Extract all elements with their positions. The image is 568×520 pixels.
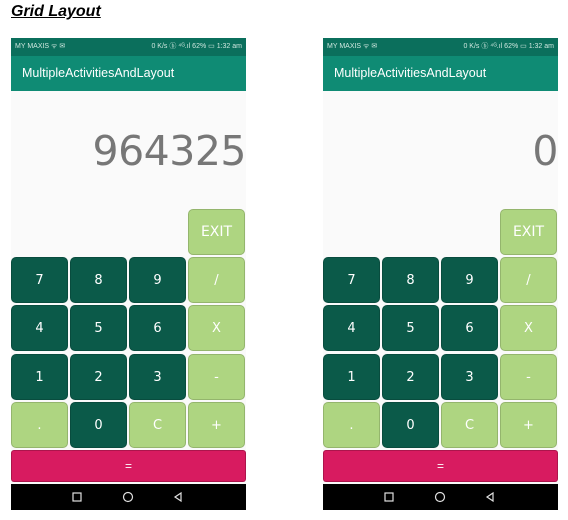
clear-button[interactable]: C — [129, 402, 186, 448]
multiply-button[interactable]: X — [500, 305, 557, 351]
navigation-bar — [323, 484, 558, 510]
key-0-button[interactable]: 0 — [382, 402, 439, 448]
home-icon[interactable] — [434, 491, 446, 503]
key-6-button[interactable]: 6 — [441, 305, 498, 351]
equals-button[interactable]: = — [323, 450, 558, 482]
status-indicators: 0 K/s ⓑ ⁴ᴳ.ıl 62% ▭ 1:32 am — [151, 43, 242, 50]
calculator-display: 0 — [323, 91, 558, 208]
key-5-button[interactable]: 5 — [382, 305, 439, 351]
home-icon[interactable] — [122, 491, 134, 503]
key-8-button[interactable]: 8 — [382, 257, 439, 303]
calculator-display: 964325 — [11, 91, 246, 208]
multiply-button[interactable]: X — [188, 305, 245, 351]
key-1-button[interactable]: 1 — [323, 354, 380, 400]
key-4-button[interactable]: 4 — [323, 305, 380, 351]
key-2-button[interactable]: 2 — [382, 354, 439, 400]
display-value: 0 — [532, 127, 558, 175]
phone-screenshot-left: MY MAXIS ᯤ ✉ 0 K/s ⓑ ⁴ᴳ.ıl 62% ▭ 1:32 am… — [11, 38, 246, 510]
decimal-button[interactable]: . — [11, 402, 68, 448]
recent-apps-icon[interactable] — [71, 491, 83, 503]
divide-button[interactable]: / — [500, 257, 557, 303]
app-bar: MultipleActivitiesAndLayout — [11, 56, 246, 91]
key-7-button[interactable]: 7 — [323, 257, 380, 303]
key-9-button[interactable]: 9 — [441, 257, 498, 303]
key-9-button[interactable]: 9 — [129, 257, 186, 303]
exit-button[interactable]: EXIT — [500, 209, 557, 255]
app-title: MultipleActivitiesAndLayout — [22, 66, 175, 80]
exit-button[interactable]: EXIT — [188, 209, 245, 255]
status-bar: MY MAXIS ᯤ ✉ 0 K/s ⓑ ⁴ᴳ.ıl 62% ▭ 1:32 am — [11, 38, 246, 56]
add-button[interactable]: + — [188, 402, 245, 448]
clear-button[interactable]: C — [441, 402, 498, 448]
phone-screenshot-right: MY MAXIS ᯤ ✉ 0 K/s ⓑ ⁴ᴳ.ıl 62% ▭ 1:32 am… — [323, 38, 558, 510]
key-5-button[interactable]: 5 — [70, 305, 127, 351]
back-icon[interactable] — [484, 491, 496, 503]
divide-button[interactable]: / — [188, 257, 245, 303]
key-2-button[interactable]: 2 — [70, 354, 127, 400]
status-bar: MY MAXIS ᯤ ✉ 0 K/s ⓑ ⁴ᴳ.ıl 62% ▭ 1:32 am — [323, 38, 558, 56]
key-3-button[interactable]: 3 — [441, 354, 498, 400]
navigation-bar — [11, 484, 246, 510]
add-button[interactable]: + — [500, 402, 557, 448]
status-indicators: 0 K/s ⓑ ⁴ᴳ.ıl 62% ▭ 1:32 am — [463, 43, 554, 50]
key-6-button[interactable]: 6 — [129, 305, 186, 351]
equals-button[interactable]: = — [11, 450, 246, 482]
key-8-button[interactable]: 8 — [70, 257, 127, 303]
carrier-label: MY MAXIS ᯤ ✉ — [327, 43, 378, 50]
key-3-button[interactable]: 3 — [129, 354, 186, 400]
display-value: 964325 — [92, 127, 246, 175]
document-title: Grid Layout — [11, 3, 101, 20]
subtract-button[interactable]: - — [500, 354, 557, 400]
key-4-button[interactable]: 4 — [11, 305, 68, 351]
key-0-button[interactable]: 0 — [70, 402, 127, 448]
app-title: MultipleActivitiesAndLayout — [334, 66, 487, 80]
subtract-button[interactable]: - — [188, 354, 245, 400]
app-bar: MultipleActivitiesAndLayout — [323, 56, 558, 91]
recent-apps-icon[interactable] — [383, 491, 395, 503]
key-7-button[interactable]: 7 — [11, 257, 68, 303]
carrier-label: MY MAXIS ᯤ ✉ — [15, 43, 66, 50]
key-1-button[interactable]: 1 — [11, 354, 68, 400]
decimal-button[interactable]: . — [323, 402, 380, 448]
back-icon[interactable] — [172, 491, 184, 503]
